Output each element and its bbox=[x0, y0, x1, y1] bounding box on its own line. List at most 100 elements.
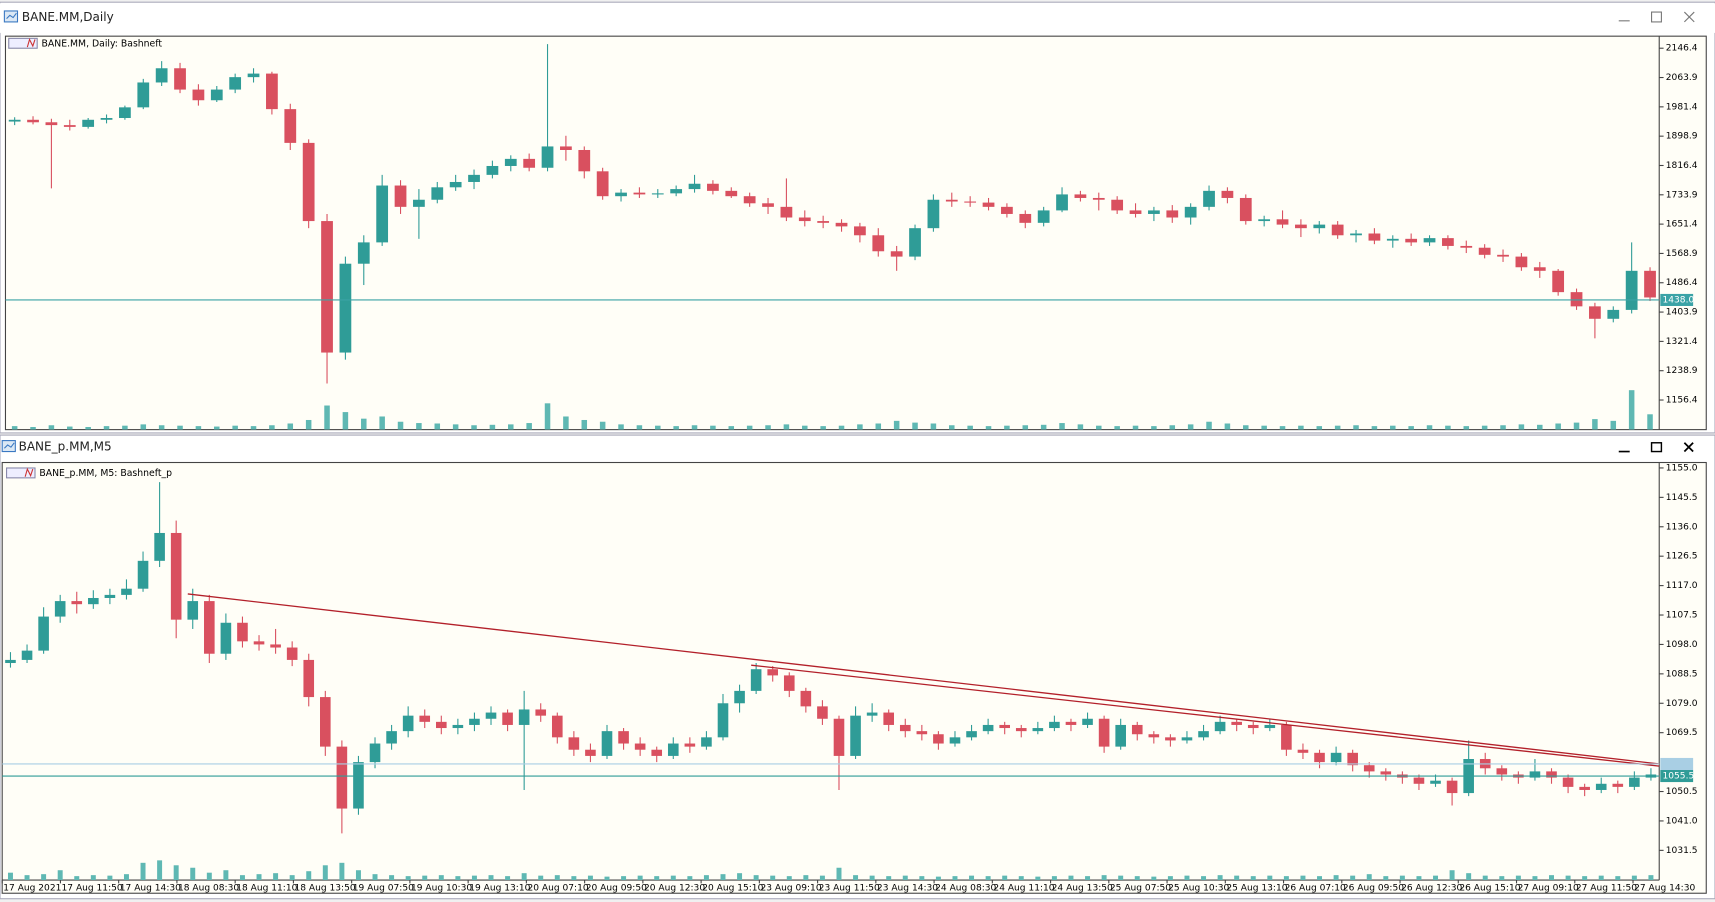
chart-icon bbox=[8, 37, 38, 49]
candle-body bbox=[449, 181, 462, 188]
close-button[interactable] bbox=[1677, 7, 1701, 29]
candle-body bbox=[1258, 219, 1271, 222]
candle-body bbox=[376, 185, 389, 243]
candle-body bbox=[1148, 734, 1160, 738]
volume-bar bbox=[1499, 876, 1505, 881]
y-tick-label: 1126.5 bbox=[1666, 552, 1698, 562]
x-tick-label: 26 Aug 09:50 bbox=[1343, 883, 1404, 893]
candle-body bbox=[1446, 780, 1458, 794]
volume-bar bbox=[1004, 425, 1010, 430]
volume-bar bbox=[1077, 424, 1084, 430]
x-tick-label: 27 Aug 09:10 bbox=[1518, 883, 1579, 893]
volume-bar bbox=[587, 875, 593, 881]
volume-bar bbox=[1267, 875, 1273, 881]
volume-bar bbox=[1040, 424, 1047, 430]
volume-bar bbox=[857, 424, 863, 430]
maximize-button[interactable] bbox=[1644, 7, 1668, 29]
volume-bar bbox=[306, 871, 312, 881]
candle-body bbox=[964, 201, 977, 203]
volume-bar bbox=[158, 425, 165, 430]
minimize-button[interactable] bbox=[1612, 437, 1636, 457]
candle-body bbox=[357, 242, 370, 264]
volume-bar bbox=[783, 424, 790, 430]
volume-bar bbox=[1482, 875, 1488, 881]
candle-body bbox=[1111, 199, 1124, 211]
volume-bar bbox=[691, 425, 698, 430]
volume-bar bbox=[11, 426, 18, 430]
minimize-button[interactable] bbox=[1612, 7, 1636, 29]
candle-body bbox=[585, 749, 596, 756]
volume-bar bbox=[1316, 426, 1323, 430]
candle-body bbox=[1239, 197, 1252, 222]
candle-body bbox=[767, 669, 779, 676]
candle-body bbox=[1386, 238, 1399, 241]
x-tick-label: 25 Aug 10:30 bbox=[1168, 883, 1229, 893]
plot: 2146.4 2063.9 1981.4 1898.9 1816.4 1733.9 1651… bbox=[5, 44, 1698, 430]
volume-bar bbox=[30, 426, 36, 430]
candle-body bbox=[1015, 728, 1027, 732]
volume-bar bbox=[438, 875, 444, 881]
volume-bar bbox=[710, 425, 716, 430]
volume-bar bbox=[604, 876, 610, 881]
volume-bar bbox=[1279, 426, 1286, 430]
volume-bar bbox=[74, 876, 80, 881]
candle-body bbox=[1295, 224, 1307, 229]
candle-body bbox=[1221, 190, 1234, 198]
candle-body bbox=[504, 158, 517, 166]
candle-body bbox=[1380, 771, 1392, 775]
candle-body bbox=[284, 109, 297, 143]
y-tick-label: 1238.9 bbox=[1666, 366, 1698, 376]
y-tick-label: 1981.4 bbox=[1666, 102, 1698, 112]
candle-body bbox=[1363, 765, 1375, 772]
y-tick-label: 1733.9 bbox=[1666, 190, 1698, 200]
candle-body bbox=[651, 749, 663, 756]
candle-body bbox=[1166, 210, 1179, 218]
volume-bar bbox=[720, 874, 726, 881]
candle-body bbox=[27, 119, 39, 123]
candle-body bbox=[688, 183, 701, 190]
candle-body bbox=[1313, 224, 1326, 229]
candle-body bbox=[866, 712, 878, 716]
x-tick-label: 27 Aug 11:50 bbox=[1576, 883, 1637, 893]
candle-body bbox=[1203, 190, 1215, 207]
x-tick-label: 17 Aug 11:50 bbox=[62, 883, 123, 893]
volume-bar bbox=[1615, 876, 1621, 881]
candle-body bbox=[1281, 724, 1292, 750]
volume-bar bbox=[737, 873, 743, 881]
x-tick-label: 26 Aug 12:30 bbox=[1401, 883, 1462, 893]
volume-bar bbox=[554, 875, 560, 881]
plot: 1155.0 1145.5 1136.0 1126.5 1117.0 1107.5 1098… bbox=[1, 463, 1698, 893]
candle-body bbox=[137, 560, 149, 589]
x-tick-label: 19 Aug 13:10 bbox=[469, 883, 530, 893]
volume-bar bbox=[232, 425, 238, 430]
candle-body bbox=[54, 601, 66, 617]
candle-body bbox=[1430, 780, 1441, 784]
candle-body bbox=[431, 187, 444, 200]
volume-bar bbox=[621, 876, 627, 881]
candle-body bbox=[1181, 737, 1193, 741]
x-tick-label: 26 Aug 07:10 bbox=[1285, 883, 1346, 893]
candle-body bbox=[336, 746, 348, 809]
candle-body bbox=[71, 601, 83, 605]
candle-body bbox=[800, 690, 812, 707]
volume-bar bbox=[538, 875, 544, 881]
candle-body bbox=[982, 724, 994, 732]
candle-body bbox=[1347, 752, 1358, 766]
candle-body bbox=[286, 647, 298, 660]
candle-body bbox=[82, 119, 95, 127]
candle-body bbox=[468, 174, 480, 182]
maximize-button[interactable] bbox=[1644, 437, 1668, 457]
candle-body bbox=[1184, 206, 1197, 218]
candle-body bbox=[119, 107, 131, 119]
y-tick-label: 1321.4 bbox=[1666, 337, 1698, 347]
volume-bar bbox=[85, 426, 91, 430]
volume-bar bbox=[853, 875, 859, 881]
close-button[interactable] bbox=[1677, 437, 1701, 457]
volume-bar bbox=[1051, 876, 1057, 881]
volume-bar bbox=[190, 867, 196, 881]
volume-bar bbox=[1555, 423, 1561, 430]
candle-body bbox=[541, 146, 554, 168]
volume-bar bbox=[1466, 873, 1472, 881]
volume-bar bbox=[1366, 874, 1372, 881]
